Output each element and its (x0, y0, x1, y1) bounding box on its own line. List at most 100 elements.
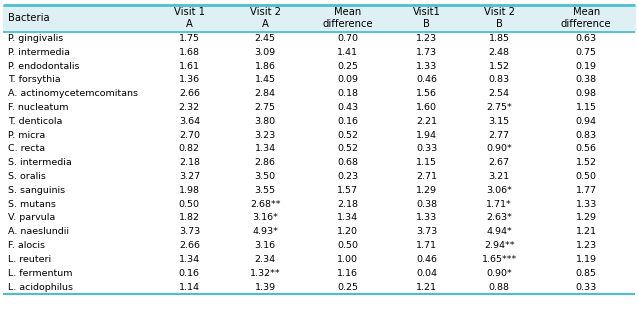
Text: 1.16: 1.16 (337, 269, 358, 278)
Text: 2.63*: 2.63* (486, 213, 512, 222)
Text: 0.56: 0.56 (575, 144, 597, 153)
Text: F. alocis: F. alocis (8, 241, 45, 250)
Text: 0.90*: 0.90* (486, 269, 512, 278)
Text: 1.71*: 1.71* (486, 200, 512, 209)
Text: 1.71: 1.71 (416, 241, 437, 250)
Text: 0.88: 0.88 (489, 282, 510, 291)
Text: 3.73: 3.73 (416, 227, 437, 236)
Text: T. forsythia: T. forsythia (8, 75, 61, 84)
Text: 0.25: 0.25 (337, 282, 358, 291)
Text: 0.46: 0.46 (416, 75, 437, 84)
Text: 3.06*: 3.06* (486, 186, 512, 195)
Text: P. intermedia: P. intermedia (8, 48, 70, 57)
Text: 4.94*: 4.94* (486, 227, 512, 236)
Text: 1.23: 1.23 (575, 241, 597, 250)
Text: 0.38: 0.38 (416, 200, 437, 209)
Text: 0.16: 0.16 (179, 269, 200, 278)
Text: 2.48: 2.48 (489, 48, 510, 57)
Text: A. actinomycetemcomitans: A. actinomycetemcomitans (8, 89, 138, 98)
Text: 1.15: 1.15 (416, 158, 437, 167)
Text: 0.83: 0.83 (489, 75, 510, 84)
Text: 1.82: 1.82 (179, 213, 200, 222)
Text: 1.94: 1.94 (416, 131, 437, 140)
Text: 0.25: 0.25 (337, 62, 358, 71)
Text: 2.94**: 2.94** (484, 241, 514, 250)
Text: P. gingivalis: P. gingivalis (8, 34, 63, 43)
Text: 1.33: 1.33 (416, 62, 437, 71)
Text: 0.18: 0.18 (337, 89, 358, 98)
Text: 1.00: 1.00 (337, 255, 358, 264)
Text: T. denticola: T. denticola (8, 117, 63, 126)
Text: 3.16: 3.16 (255, 241, 276, 250)
Text: 1.57: 1.57 (337, 186, 358, 195)
Text: 0.50: 0.50 (575, 172, 597, 181)
Text: Bacteria: Bacteria (8, 13, 50, 23)
Text: S. sanguinis: S. sanguinis (8, 186, 65, 195)
Text: 2.21: 2.21 (416, 117, 437, 126)
Text: L. acidophilus: L. acidophilus (8, 282, 73, 291)
Text: 0.70: 0.70 (337, 34, 358, 43)
Text: 1.61: 1.61 (179, 62, 200, 71)
Text: 0.04: 0.04 (416, 269, 437, 278)
Text: 1.39: 1.39 (255, 282, 276, 291)
Text: 0.63: 0.63 (575, 34, 597, 43)
Text: 0.33: 0.33 (575, 282, 597, 291)
Text: 0.16: 0.16 (337, 117, 358, 126)
Text: Mean
difference: Mean difference (561, 7, 611, 29)
Text: 1.33: 1.33 (416, 213, 437, 222)
Text: 1.86: 1.86 (255, 62, 276, 71)
Text: 0.85: 0.85 (575, 269, 597, 278)
Text: S. intermedia: S. intermedia (8, 158, 71, 167)
Text: V. parvula: V. parvula (8, 213, 55, 222)
Text: 1.52: 1.52 (575, 158, 597, 167)
Text: 1.34: 1.34 (255, 144, 276, 153)
Text: 2.18: 2.18 (337, 200, 358, 209)
Text: 2.54: 2.54 (489, 89, 510, 98)
Text: P. endodontalis: P. endodontalis (8, 62, 79, 71)
Text: A. naeslundii: A. naeslundii (8, 227, 69, 236)
Text: 1.19: 1.19 (575, 255, 597, 264)
Text: 3.80: 3.80 (255, 117, 276, 126)
Text: 1.85: 1.85 (489, 34, 510, 43)
Text: F. nucleatum: F. nucleatum (8, 103, 68, 112)
Text: 0.75: 0.75 (575, 48, 597, 57)
Text: 1.34: 1.34 (337, 213, 358, 222)
Text: 3.64: 3.64 (179, 117, 200, 126)
Text: 1.77: 1.77 (575, 186, 597, 195)
Text: 1.34: 1.34 (179, 255, 200, 264)
Text: Visit1
B: Visit1 B (413, 7, 440, 29)
Text: 0.38: 0.38 (575, 75, 597, 84)
Text: 2.75*: 2.75* (486, 103, 512, 112)
Text: 0.19: 0.19 (575, 62, 597, 71)
Text: 1.52: 1.52 (489, 62, 510, 71)
Text: Visit 1
A: Visit 1 A (174, 7, 205, 29)
Text: 0.98: 0.98 (575, 89, 597, 98)
Text: Mean
difference: Mean difference (322, 7, 373, 29)
Text: S. mutans: S. mutans (8, 200, 56, 209)
Text: 1.60: 1.60 (416, 103, 437, 112)
Text: 2.66: 2.66 (179, 89, 200, 98)
Text: 2.70: 2.70 (179, 131, 200, 140)
Text: 0.23: 0.23 (337, 172, 358, 181)
Text: 0.09: 0.09 (337, 75, 358, 84)
Text: 1.75: 1.75 (179, 34, 200, 43)
Text: L. fermentum: L. fermentum (8, 269, 72, 278)
Text: 3.16*: 3.16* (252, 213, 278, 222)
Text: 1.68: 1.68 (179, 48, 200, 57)
Text: 1.21: 1.21 (416, 282, 437, 291)
Text: 0.83: 0.83 (575, 131, 597, 140)
Text: C. recta: C. recta (8, 144, 45, 153)
Text: S. oralis: S. oralis (8, 172, 46, 181)
Text: 1.32**: 1.32** (250, 269, 281, 278)
Bar (3, 5, 635, 31)
Text: 2.18: 2.18 (179, 158, 200, 167)
Text: 1.65***: 1.65*** (482, 255, 517, 264)
Text: 2.66: 2.66 (179, 241, 200, 250)
Text: 2.77: 2.77 (489, 131, 510, 140)
Text: 3.09: 3.09 (255, 48, 276, 57)
Text: 2.75: 2.75 (255, 103, 276, 112)
Text: L. reuteri: L. reuteri (8, 255, 51, 264)
Text: 0.46: 0.46 (416, 255, 437, 264)
Text: 1.56: 1.56 (416, 89, 437, 98)
Text: 0.90*: 0.90* (486, 144, 512, 153)
